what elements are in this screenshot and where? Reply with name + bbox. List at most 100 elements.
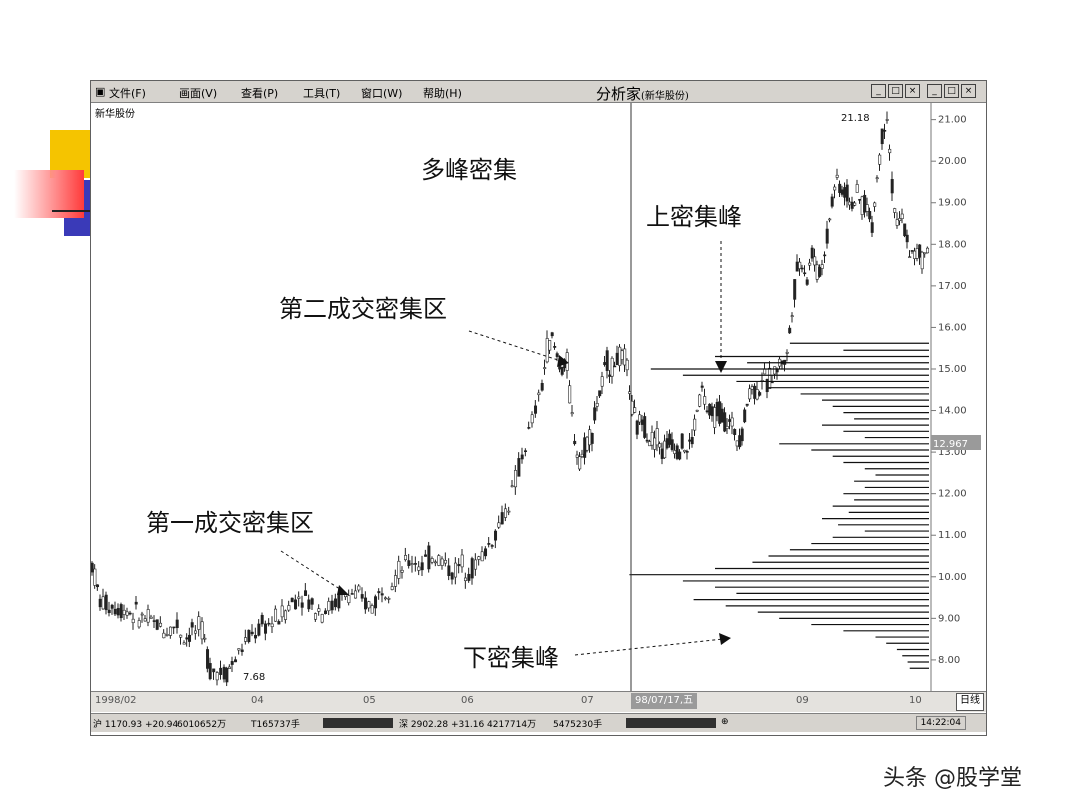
menu-check[interactable]: 查看(P) (241, 87, 279, 100)
menu-view[interactable]: 画面(V) (179, 87, 218, 100)
candle-body (107, 609, 111, 614)
candle-body (580, 453, 584, 457)
candle-body (678, 451, 682, 460)
restore-button[interactable]: □ (888, 84, 903, 98)
candle-body (219, 667, 223, 675)
candle-body (830, 196, 834, 207)
candle-body (294, 599, 298, 610)
candle-body (407, 560, 411, 567)
kline-chart[interactable]: 21.00 20.00 19.00 18.00 17.00 16.00 15.00 14.00… (91, 103, 986, 691)
candle-body (788, 327, 792, 334)
candle-body (96, 584, 100, 588)
candle-body (870, 222, 874, 233)
candle-body (620, 350, 624, 360)
window-title-stock: (新华股份) (641, 91, 689, 102)
candle-body (593, 407, 597, 421)
candle-body (813, 256, 817, 266)
candle-body (900, 213, 904, 219)
candle-body (650, 431, 654, 446)
candle-body (685, 451, 689, 453)
candle-body (203, 637, 207, 640)
candle-body (865, 204, 869, 212)
lock-icon[interactable]: ⊕ (721, 717, 729, 727)
child-restore-button[interactable]: □ (944, 84, 959, 98)
candle-body (548, 340, 552, 351)
candle-body (768, 367, 772, 389)
app-icon[interactable]: ▣ (95, 85, 106, 98)
candle-body (850, 201, 854, 209)
volume-profile-group (629, 342, 929, 669)
candle-body (324, 610, 328, 614)
candle-body (858, 198, 862, 201)
candle-body (364, 597, 368, 610)
period-selector[interactable]: 日线 (956, 693, 984, 711)
candle-body (175, 619, 179, 629)
date-tick: 05 (363, 695, 376, 706)
candle-body (613, 365, 617, 368)
candle-body (848, 201, 852, 206)
candle-body (703, 396, 707, 405)
candle-body (855, 184, 859, 193)
menu-help[interactable]: 帮助(H) (423, 87, 462, 100)
menu-tools[interactable]: 工具(T) (303, 87, 341, 100)
candle-body (745, 403, 749, 406)
candle-body (300, 602, 304, 608)
candle-body (800, 267, 804, 270)
watermark: 头条 @股学堂 (883, 766, 1022, 791)
clock: 14:22:04 (915, 716, 966, 730)
candle-body (162, 632, 166, 639)
candle-body (208, 663, 212, 680)
candle-body (583, 437, 587, 458)
candle-body (603, 362, 607, 365)
close-button[interactable]: × (905, 84, 920, 98)
upper-peak-arrowhead (715, 361, 727, 373)
first-zone-arrowhead (337, 585, 349, 595)
candle-body (568, 385, 572, 404)
menu-file[interactable]: 文件(F) (109, 87, 146, 100)
child-close-button[interactable]: × (961, 84, 976, 98)
annotation-lower-peak: 下密集峰 (463, 644, 559, 672)
candle-body (905, 234, 909, 243)
candle-body (690, 437, 694, 445)
candle-body (188, 634, 192, 642)
current-price-label: 12.967 (933, 439, 968, 450)
candle-body (131, 618, 135, 624)
candle-body (330, 600, 334, 611)
date-tick: 07 (581, 695, 594, 706)
price-tick-label: 15.00 (938, 364, 967, 375)
analyst-window: ▣ 文件(F) 画面(V) 查看(P) 工具(T) 窗口(W) 帮助(H) 分析… (90, 80, 987, 736)
candle-body (122, 609, 126, 615)
date-tick: 06 (461, 695, 474, 706)
date-tick: 04 (251, 695, 264, 706)
candle-body (464, 577, 468, 582)
candle-body (600, 376, 604, 387)
candle-body (825, 228, 829, 244)
candle-body (374, 596, 378, 609)
candle-body (444, 560, 448, 564)
candle-body (215, 672, 219, 681)
candle-body (893, 208, 897, 213)
child-minimize-button[interactable]: _ (927, 84, 942, 98)
candle-body (394, 575, 398, 587)
candle-body (370, 605, 374, 614)
candle-body (873, 202, 877, 207)
annotation-multi-peak: 多峰密集 (421, 156, 517, 184)
lower-peak-arrowhead (719, 633, 731, 645)
candle-body (247, 629, 251, 643)
candle-body (618, 346, 622, 366)
window-title: 分析家(新华股份) (596, 83, 689, 104)
candle-body (738, 435, 742, 448)
candle-body (578, 456, 582, 470)
candle-body (635, 420, 639, 435)
minimize-button[interactable]: _ (871, 84, 886, 98)
candle-body (590, 433, 594, 444)
candle-body (658, 443, 662, 448)
date-tick: 09 (796, 695, 809, 706)
menu-window[interactable]: 窗口(W) (361, 87, 403, 100)
candle-body (384, 597, 388, 600)
candle-body (913, 250, 917, 259)
candle-body (354, 590, 358, 599)
candle-body (424, 554, 428, 557)
candle-body (828, 218, 832, 221)
candle-body (327, 601, 331, 612)
